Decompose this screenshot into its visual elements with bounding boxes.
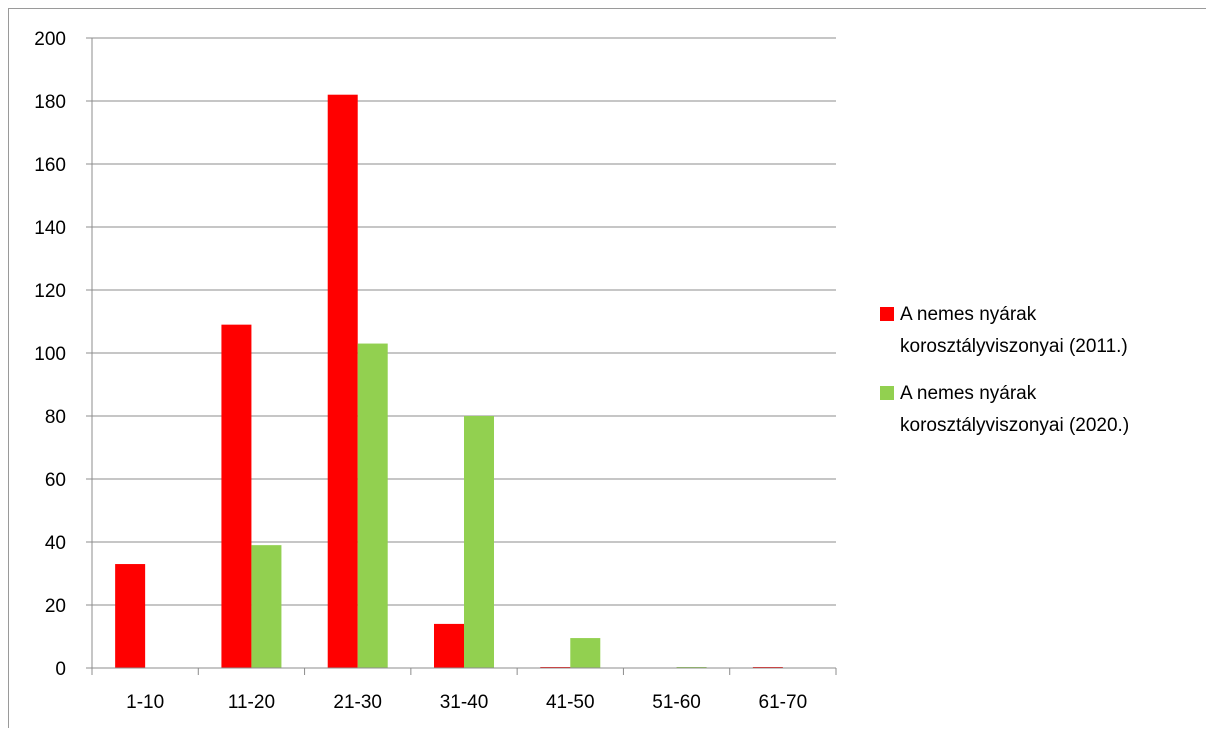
x-tick-label: 31-40 bbox=[440, 692, 489, 713]
legend-label: A nemes nyárak bbox=[900, 304, 1037, 325]
legend-label: korosztályviszonyai (2011.) bbox=[900, 336, 1128, 357]
y-tick-label: 180 bbox=[34, 92, 66, 113]
x-tick-label: 21-30 bbox=[333, 692, 382, 713]
legend: A nemes nyárak korosztályviszonyai (2011.… bbox=[880, 304, 1129, 436]
y-tick-label: 0 bbox=[55, 659, 66, 680]
legend-swatch bbox=[880, 307, 894, 321]
y-tick-label: 160 bbox=[34, 155, 66, 176]
bar bbox=[115, 564, 146, 668]
y-tick-label: 20 bbox=[45, 596, 66, 617]
bars bbox=[115, 94, 783, 668]
y-tick-label: 200 bbox=[34, 29, 66, 50]
chart-frame bbox=[8, 8, 1206, 728]
y-tick-label: 80 bbox=[45, 407, 66, 428]
x-tick-label: 41-50 bbox=[546, 692, 595, 713]
bar bbox=[357, 343, 388, 668]
y-tick-label: 140 bbox=[34, 218, 66, 239]
y-tick-label: 100 bbox=[34, 344, 66, 365]
legend-label: korosztályviszonyai (2020.) bbox=[900, 415, 1129, 436]
x-tick-label: 51-60 bbox=[652, 692, 701, 713]
axes bbox=[86, 37, 837, 675]
x-tick-label: 11-20 bbox=[228, 692, 275, 713]
legend-item: A nemes nyárak korosztályviszonyai (2020.… bbox=[880, 383, 1129, 436]
bar bbox=[570, 638, 601, 668]
bar bbox=[434, 623, 464, 668]
y-tick-label: 60 bbox=[45, 470, 66, 491]
y-tick-labels: 0 20 40 60 80 100 120 140 160 180 200 bbox=[34, 29, 66, 680]
y-tick-label: 120 bbox=[34, 281, 66, 302]
legend-swatch bbox=[880, 386, 894, 400]
legend-item: A nemes nyárak korosztályviszonyai (2011.… bbox=[880, 304, 1128, 357]
x-tick-label: 1-10 bbox=[126, 692, 164, 713]
bar bbox=[221, 324, 252, 668]
y-tick-label: 40 bbox=[45, 533, 66, 554]
x-tick-labels: 1-10 11-20 21-30 31-40 41-50 51-60 61-70 bbox=[126, 692, 807, 713]
legend-label: A nemes nyárak bbox=[900, 383, 1037, 404]
bar bbox=[464, 416, 494, 668]
bar bbox=[251, 545, 282, 668]
bar bbox=[327, 94, 358, 668]
x-tick-label: 61-70 bbox=[759, 692, 808, 713]
